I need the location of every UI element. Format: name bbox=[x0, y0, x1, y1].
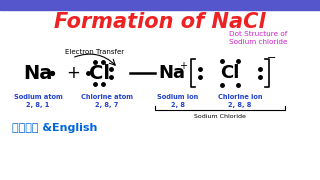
Text: Electron Transfer: Electron Transfer bbox=[66, 49, 124, 55]
Text: +: + bbox=[66, 64, 80, 82]
Text: Na: Na bbox=[23, 64, 53, 82]
Text: 2, 8: 2, 8 bbox=[171, 102, 185, 108]
Text: 2, 8, 1: 2, 8, 1 bbox=[26, 102, 50, 108]
Text: ಕಂనడ &English: ಕಂనడ &English bbox=[12, 123, 98, 133]
Text: 2, 8, 7: 2, 8, 7 bbox=[95, 102, 119, 108]
Bar bbox=[0, 0, 320, 10]
Text: +: + bbox=[179, 61, 187, 71]
Text: 2, 8, 8: 2, 8, 8 bbox=[228, 102, 252, 108]
Text: Chlorine ion: Chlorine ion bbox=[218, 94, 262, 100]
Text: Cl: Cl bbox=[89, 64, 109, 82]
Text: Chlorine atom: Chlorine atom bbox=[81, 94, 133, 100]
Text: Na: Na bbox=[158, 64, 186, 82]
Text: Dot Structure of
Sodium chloride: Dot Structure of Sodium chloride bbox=[229, 31, 287, 45]
Text: Sodium atom: Sodium atom bbox=[14, 94, 62, 100]
Text: −: − bbox=[267, 53, 277, 63]
Text: Sodium ion: Sodium ion bbox=[157, 94, 199, 100]
Text: Formation of NaCl: Formation of NaCl bbox=[54, 12, 266, 32]
Text: Cl: Cl bbox=[220, 64, 240, 82]
Text: Sodium Chloride: Sodium Chloride bbox=[194, 114, 246, 118]
